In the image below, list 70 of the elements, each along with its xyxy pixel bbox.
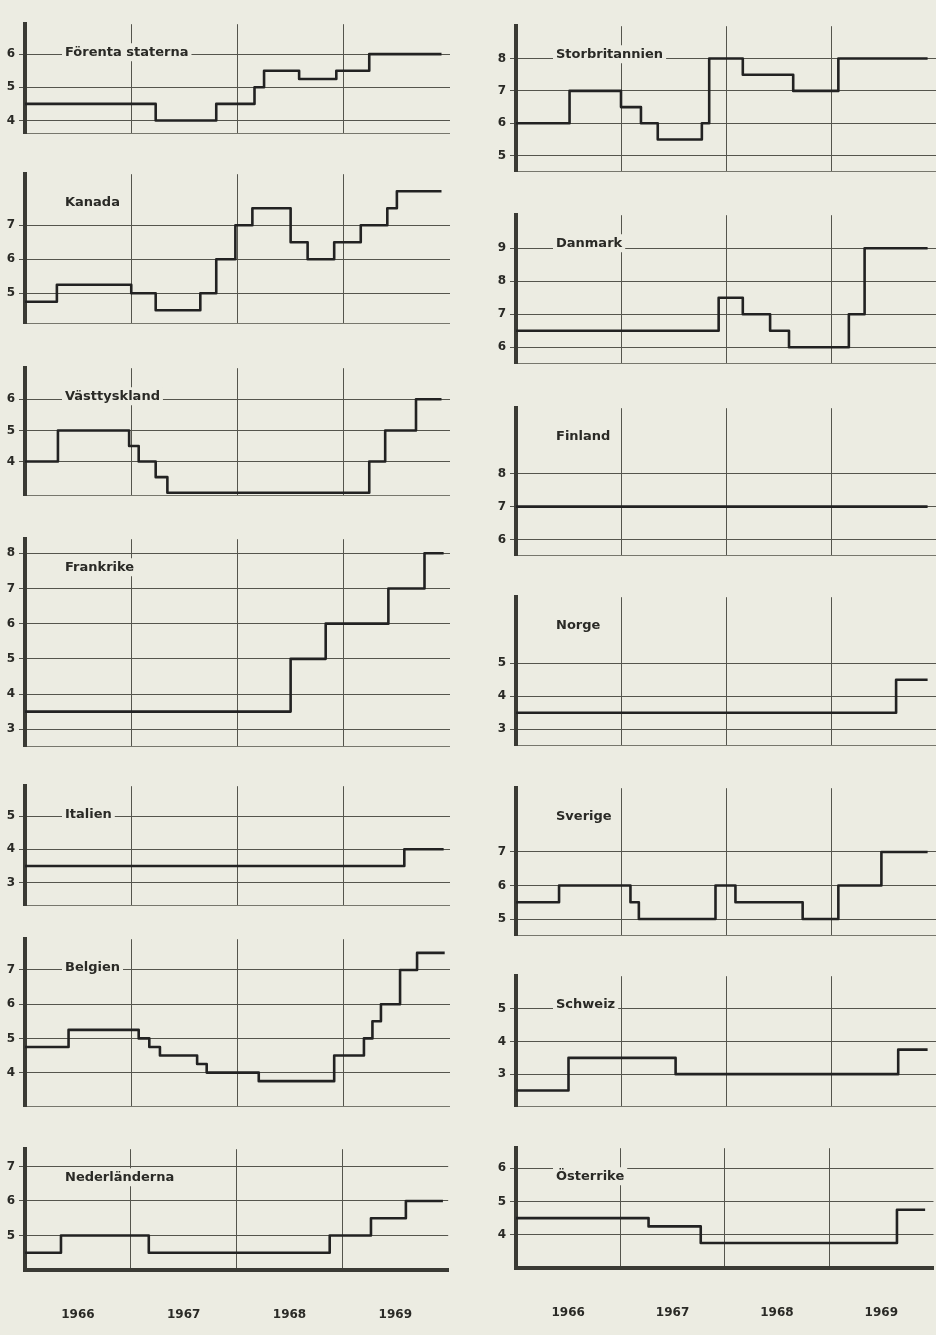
y-tick-label: 5 bbox=[497, 1000, 506, 1015]
y-tick-label: 6 bbox=[6, 46, 15, 61]
x-tick-label: 1969 bbox=[378, 1307, 412, 1322]
y-tick-label: 5 bbox=[497, 1193, 506, 1208]
text: Belgien bbox=[65, 958, 121, 974]
y-tick-label: 6 bbox=[497, 1160, 506, 1175]
text: Italien bbox=[65, 805, 112, 821]
y-tick-label: 7 bbox=[6, 217, 15, 232]
y-tick-label: 8 bbox=[497, 273, 506, 288]
y-tick-label: 3 bbox=[497, 1066, 506, 1081]
y-tick-label: 7 bbox=[497, 83, 506, 98]
text: Schweiz bbox=[556, 995, 616, 1011]
y-tick-label: 4 bbox=[497, 1226, 506, 1241]
text: Förenta staterna bbox=[65, 43, 189, 59]
y-tick-label: 6 bbox=[497, 531, 506, 546]
y-tick-label: 4 bbox=[6, 686, 15, 701]
y-tick-label: 8 bbox=[497, 50, 506, 65]
y-tick-label: 6 bbox=[497, 115, 506, 130]
y-tick-label: 6 bbox=[497, 877, 506, 892]
y-tick-label: 5 bbox=[6, 808, 15, 823]
y-tick-label: 3 bbox=[6, 874, 15, 889]
y-tick-label: 3 bbox=[6, 721, 15, 736]
x-tick-label: 1969 bbox=[864, 1305, 898, 1320]
text: Västtyskland bbox=[65, 387, 160, 403]
x-tick-label: 1968 bbox=[272, 1307, 307, 1322]
y-tick-label: 5 bbox=[6, 285, 15, 300]
y-tick-label: 4 bbox=[6, 453, 15, 468]
y-tick-label: 9 bbox=[497, 240, 506, 255]
text: Storbritannien bbox=[556, 45, 664, 61]
y-tick-label: 5 bbox=[6, 1030, 15, 1045]
text: Sverige bbox=[556, 807, 612, 823]
y-tick-label: 5 bbox=[6, 422, 15, 437]
y-tick-label: 5 bbox=[497, 911, 506, 926]
x-tick-label: 1966 bbox=[61, 1307, 95, 1322]
y-tick-label: 6 bbox=[6, 1193, 15, 1208]
text: Österrike bbox=[556, 1167, 625, 1183]
text: Danmark bbox=[556, 234, 623, 250]
y-tick-label: 7 bbox=[6, 962, 15, 977]
y-tick-label: 6 bbox=[6, 615, 15, 630]
y-tick-label: 4 bbox=[6, 112, 15, 127]
y-tick-label: 4 bbox=[497, 1033, 506, 1048]
y-tick-label: 8 bbox=[497, 465, 506, 480]
y-tick-label: 5 bbox=[6, 1227, 15, 1242]
y-tick-label: 7 bbox=[6, 1158, 15, 1173]
text: Kanada bbox=[65, 193, 120, 209]
y-tick-label: 7 bbox=[497, 306, 506, 321]
x-tick-label: 1967 bbox=[167, 1307, 201, 1322]
y-tick-label: 5 bbox=[6, 650, 15, 665]
y-tick-label: 4 bbox=[6, 1064, 15, 1079]
y-tick-label: 6 bbox=[6, 251, 15, 266]
text: Nederländerna bbox=[65, 1168, 175, 1184]
text: Norge bbox=[556, 616, 601, 632]
y-tick-label: 6 bbox=[497, 339, 506, 354]
y-tick-label: 4 bbox=[497, 688, 506, 703]
x-tick-label: 1967 bbox=[655, 1305, 690, 1320]
y-tick-label: 5 bbox=[497, 655, 506, 670]
y-tick-label: 4 bbox=[6, 841, 15, 856]
y-tick-label: 8 bbox=[6, 545, 15, 560]
x-tick-label: 1966 bbox=[551, 1305, 585, 1320]
text: Frankrike bbox=[65, 558, 135, 574]
y-tick-label: 7 bbox=[497, 844, 506, 859]
y-tick-label: 3 bbox=[497, 721, 506, 736]
x-tick-label: 1968 bbox=[760, 1305, 794, 1320]
y-tick-label: 6 bbox=[6, 391, 15, 406]
y-tick-label: 5 bbox=[497, 147, 506, 162]
y-tick-label: 7 bbox=[497, 498, 506, 513]
y-tick-label: 5 bbox=[6, 79, 15, 94]
y-tick-label: 7 bbox=[6, 580, 15, 595]
y-tick-label: 6 bbox=[6, 996, 15, 1011]
text: Finland bbox=[556, 427, 611, 443]
